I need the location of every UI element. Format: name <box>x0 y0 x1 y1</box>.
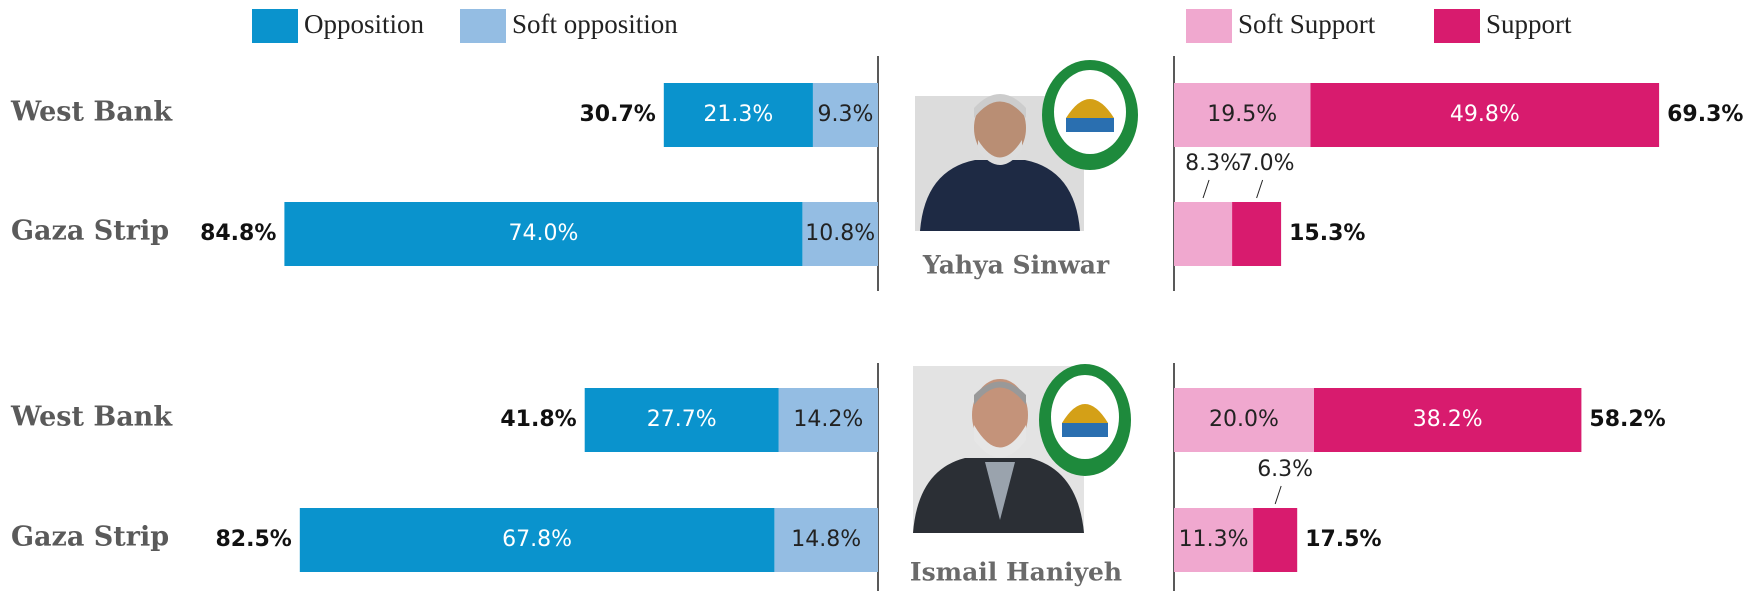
segment-label: 27.7% <box>647 407 717 432</box>
segment-label: 74.0% <box>508 221 578 246</box>
segment-label: 10.8% <box>805 221 875 246</box>
legend-swatch <box>252 9 298 43</box>
person-name: Ismail Haniyeh <box>910 558 1122 587</box>
emblem-1 <box>1042 60 1138 170</box>
category-label: Gaza Strip <box>11 522 169 553</box>
category-label: West Bank <box>10 97 173 128</box>
legend-label: Opposition <box>304 9 425 39</box>
category-label: Gaza Strip <box>11 216 169 247</box>
leader-line <box>1203 180 1209 198</box>
legend-swatch <box>1186 9 1232 43</box>
person-name: Yahya Sinwar <box>922 251 1110 280</box>
total-label: 41.8% <box>500 407 576 432</box>
total-label: 30.7% <box>579 102 655 127</box>
total-label: 15.3% <box>1289 221 1365 246</box>
segment-label: 9.3% <box>817 102 873 127</box>
segment-label: 14.2% <box>793 407 863 432</box>
bar-segment <box>1253 508 1297 572</box>
bar-segment <box>1232 202 1281 266</box>
leader-line <box>1257 180 1263 198</box>
total-label: 17.5% <box>1305 527 1381 552</box>
segment-label: 19.5% <box>1207 102 1277 127</box>
legend-label: Support <box>1486 9 1572 39</box>
segment-label: 14.8% <box>791 527 861 552</box>
total-label: 58.2% <box>1589 407 1665 432</box>
legend-label: Soft Support <box>1238 9 1376 39</box>
segment-label: 7.0% <box>1239 151 1295 176</box>
total-label: 84.8% <box>200 221 276 246</box>
total-label: 82.5% <box>215 527 291 552</box>
segment-label: 20.0% <box>1209 407 1279 432</box>
segment-label: 38.2% <box>1413 407 1483 432</box>
legend-swatch <box>460 9 506 43</box>
page: {"chart_data": { "type": "diverging_bar"… <box>0 0 1758 591</box>
total-label: 69.3% <box>1667 102 1743 127</box>
bar-segment <box>1174 202 1232 266</box>
segment-label: 6.3% <box>1257 457 1313 482</box>
legend-swatch <box>1434 9 1480 43</box>
category-label: West Bank <box>10 402 173 433</box>
segment-label: 49.8% <box>1450 102 1520 127</box>
emblem-2 <box>1039 364 1131 476</box>
segment-label: 8.3% <box>1185 151 1241 176</box>
chart: Opposition Soft opposition Soft Support Sup… <box>0 0 1758 591</box>
segment-label: 11.3% <box>1179 527 1249 552</box>
segment-label: 67.8% <box>502 527 572 552</box>
legend-label: Soft opposition <box>512 9 678 39</box>
segment-label: 21.3% <box>703 102 773 127</box>
leader-line <box>1275 486 1281 504</box>
